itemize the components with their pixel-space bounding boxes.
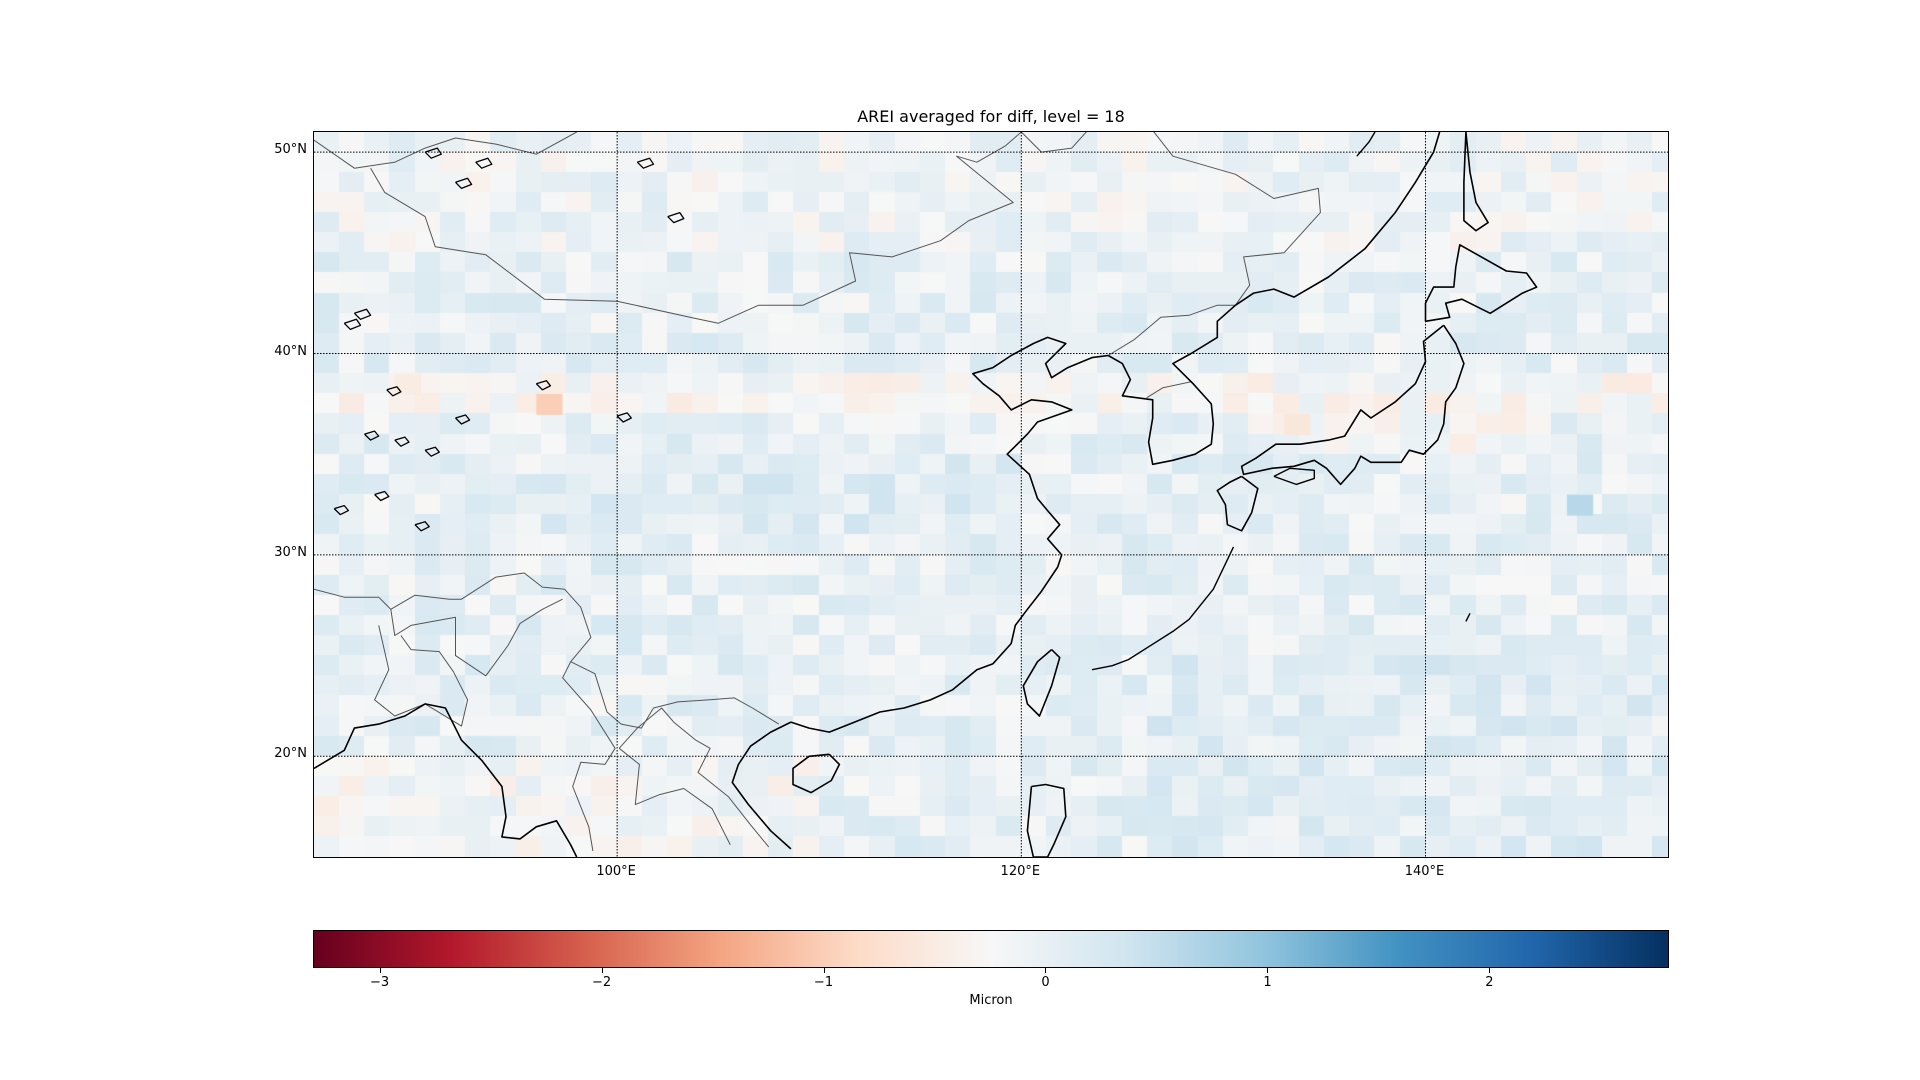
lake-3 [374, 490, 390, 502]
border-india-ne [390, 598, 563, 677]
border-korea-dmz [1146, 381, 1192, 399]
lake-north-6 [343, 318, 362, 331]
coastline-luzon [1026, 783, 1067, 857]
colorbar-tick [823, 967, 825, 973]
coastline-amur [1356, 132, 1376, 157]
coastline-vietnam [731, 721, 792, 850]
data-grid [314, 132, 1668, 857]
lake-0 [364, 430, 380, 441]
colorbar-tick-label: −3 [369, 975, 390, 990]
map-frame [313, 131, 1669, 858]
coastline-sakhalin [1463, 132, 1489, 232]
colorbar-tick-label: 0 [1041, 975, 1050, 990]
border-china-south [314, 572, 780, 729]
lake-5 [414, 521, 430, 532]
colorbar-tick-label: 2 [1485, 975, 1494, 990]
border-china-russia [1020, 132, 1321, 306]
coastline-ryukyu [1091, 546, 1235, 671]
lake-north-0 [424, 147, 442, 159]
colorbar-tick [1267, 967, 1269, 973]
coastline-honshu [1240, 324, 1465, 486]
coastline-bonin [1465, 612, 1471, 622]
coastline-shikoku [1273, 467, 1315, 486]
lat-label: 20°N [274, 746, 307, 762]
colorbar-tick [1489, 967, 1491, 973]
lake-north-2 [455, 177, 473, 190]
lon-label: 140°E [1404, 864, 1445, 879]
gridlines [314, 132, 1668, 857]
lon-label: 120°E [1000, 864, 1041, 879]
border-bangladesh [374, 625, 469, 727]
map-overlay [314, 132, 1668, 857]
lake-north-5 [353, 308, 372, 320]
colorbar [313, 930, 1669, 968]
lake-4 [333, 504, 350, 516]
colorbar-tick [601, 967, 603, 973]
coastlines [314, 132, 1538, 857]
lat-label: 40°N [274, 343, 307, 359]
colorbar-tick [379, 967, 381, 973]
coastline-hokkaido [1424, 244, 1538, 323]
lake-north-1 [475, 157, 493, 169]
map-title: AREI averaged for diff, level = 18 [857, 107, 1125, 126]
lake-8 [535, 380, 552, 391]
border-laos-vietnam [618, 707, 770, 848]
lake-6 [455, 414, 471, 425]
coastline-china [790, 336, 1109, 733]
lake-9 [386, 386, 402, 397]
colorbar-tick-label: −1 [813, 975, 834, 990]
coastline-russia [1235, 132, 1441, 306]
colorbar-tick-label: 1 [1263, 975, 1272, 990]
border-china-korea [1107, 304, 1236, 356]
lake-1 [394, 436, 410, 447]
lat-label: 50°N [274, 142, 307, 158]
lake-2 [424, 446, 440, 457]
coastline-korea [1107, 304, 1237, 466]
coastline-bengal [314, 703, 578, 857]
coastline-taiwan [1022, 648, 1061, 717]
lon-label: 100°E [596, 864, 636, 879]
lake-north-4 [667, 211, 685, 224]
colorbar-tick [1045, 967, 1047, 973]
lat-label: 30°N [274, 544, 307, 560]
colorbar-tick-label: −2 [591, 975, 612, 990]
coastline-hainan [792, 753, 841, 794]
coastline-kyushu [1216, 475, 1259, 532]
lake-7 [616, 412, 632, 423]
border-laos-thailand [618, 747, 731, 846]
lake-north-3 [636, 157, 655, 169]
border-china-mongolia [370, 132, 1022, 324]
country-borders [314, 132, 1321, 852]
border-myanmar-thailand [562, 661, 616, 852]
colorbar-label: Micron [969, 993, 1013, 1008]
border-mongolia-russia [314, 132, 577, 169]
